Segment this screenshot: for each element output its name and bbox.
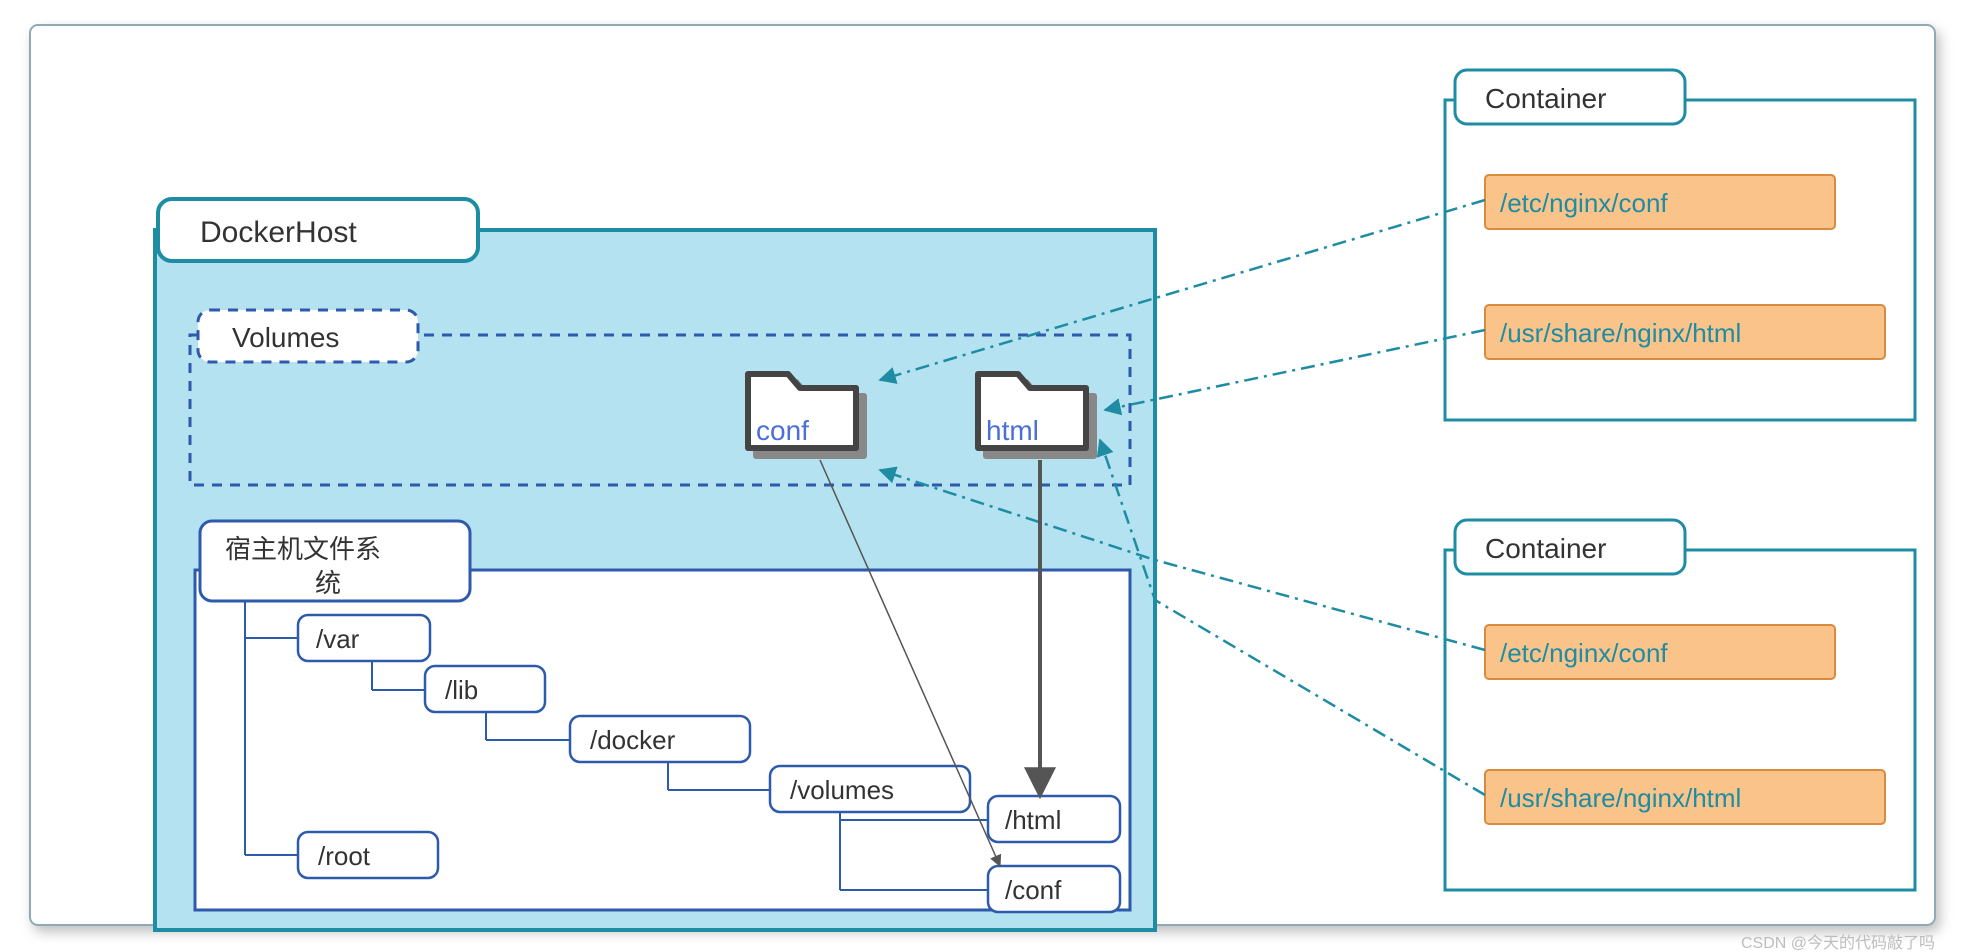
svg-text:/root: /root — [318, 841, 371, 871]
fs-node-lib: /lib — [425, 666, 545, 712]
svg-text:/var: /var — [316, 624, 360, 654]
container-box-2: Container /etc/nginx/conf /usr/share/ngi… — [1445, 520, 1915, 890]
fs-node-volumes: /volumes — [770, 766, 970, 812]
svg-text:/etc/nginx/conf: /etc/nginx/conf — [1500, 188, 1668, 218]
container-1-path-0: /etc/nginx/conf — [1485, 175, 1835, 229]
container-1-path-1: /usr/share/nginx/html — [1485, 305, 1885, 359]
host-fs-title-line1: 宿主机文件系 — [225, 534, 381, 564]
container-2-path-1: /usr/share/nginx/html — [1485, 770, 1885, 824]
dockerhost-title: DockerHost — [200, 216, 357, 249]
folder-conf-label: conf — [756, 415, 809, 446]
svg-text:/lib: /lib — [445, 675, 478, 705]
docker-volumes-diagram: DockerHost Volumes conf html — [0, 0, 1964, 952]
fs-node-conf: /conf — [988, 866, 1120, 912]
folder-html: html — [978, 374, 1094, 456]
svg-text:/usr/share/nginx/html: /usr/share/nginx/html — [1500, 318, 1741, 348]
fs-node-html: /html — [988, 796, 1120, 842]
folder-html-label: html — [986, 415, 1039, 446]
container-1-title: Container — [1485, 83, 1606, 114]
fs-node-root: /root — [298, 832, 438, 878]
container-box-1: Container /etc/nginx/conf /usr/share/ngi… — [1445, 70, 1915, 420]
svg-text:/docker: /docker — [590, 725, 676, 755]
svg-text:/html: /html — [1005, 805, 1061, 835]
watermark: CSDN @今天的代码敲了吗 — [1741, 934, 1935, 952]
container-2-title: Container — [1485, 533, 1606, 564]
fs-node-var: /var — [298, 615, 430, 661]
host-fs-title-line2: 统 — [315, 568, 341, 598]
fs-node-docker: /docker — [570, 716, 750, 762]
folder-conf: conf — [748, 374, 864, 456]
volumes-title: Volumes — [232, 322, 339, 353]
svg-text:/volumes: /volumes — [790, 775, 894, 805]
container-2-path-0: /etc/nginx/conf — [1485, 625, 1835, 679]
svg-text:/usr/share/nginx/html: /usr/share/nginx/html — [1500, 783, 1741, 813]
svg-text:/etc/nginx/conf: /etc/nginx/conf — [1500, 638, 1668, 668]
svg-text:/conf: /conf — [1005, 875, 1062, 905]
